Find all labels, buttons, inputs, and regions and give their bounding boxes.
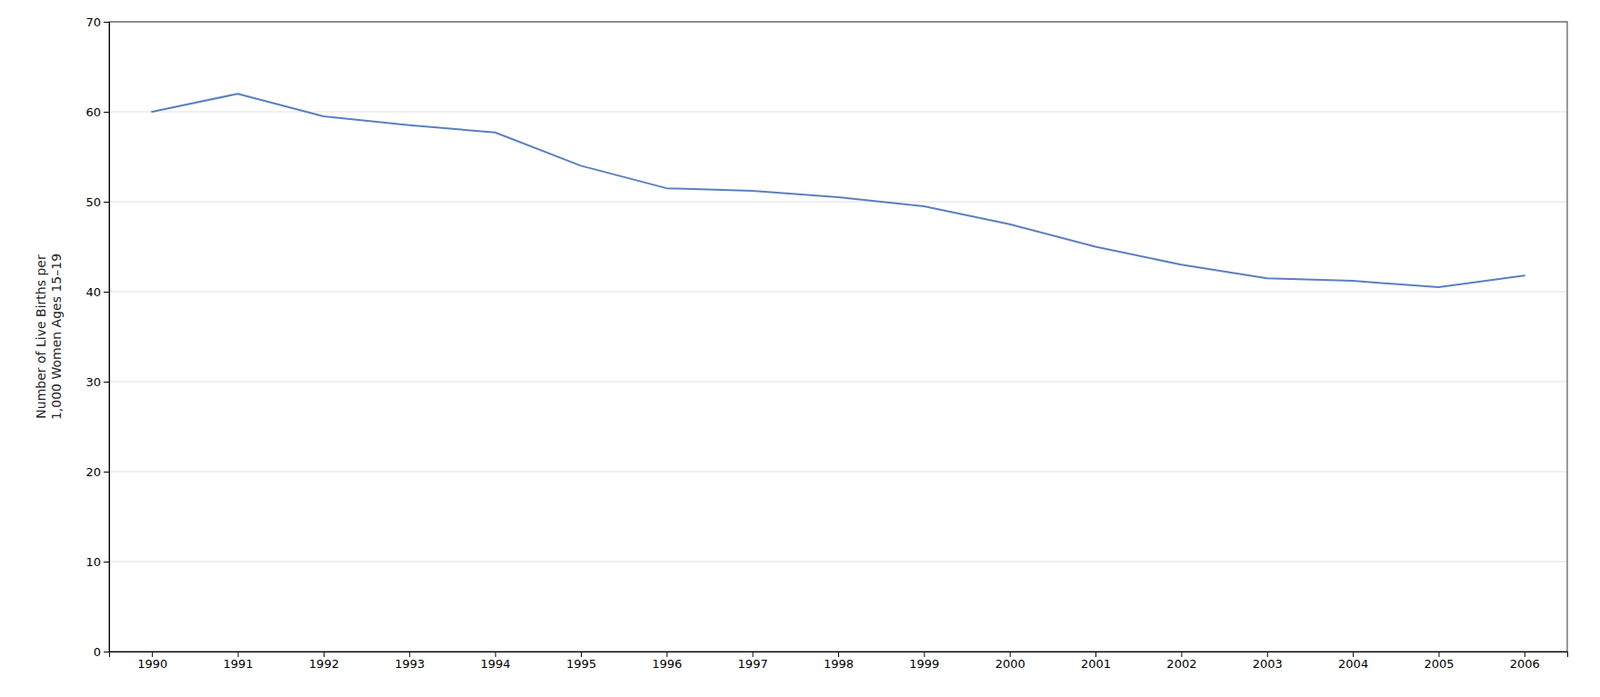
y-axis-title-line: 1,000 Women Ages 15–19 (49, 253, 64, 420)
tick-label: 1994 (480, 657, 511, 671)
plot-area: 1990 1991 1992 1993 1994 1995 1996 1997 1998 1999… (85, 15, 1568, 672)
tick: 1994 (480, 651, 511, 671)
tick-mark (838, 651, 840, 658)
tick-label: 60 (85, 105, 101, 120)
tick-mark (103, 561, 110, 563)
tick-label: 30 (85, 375, 101, 390)
tick: 2003 (1252, 651, 1283, 671)
tick-label: 2003 (1252, 657, 1283, 671)
tick: 0 (93, 645, 110, 660)
tick-label: 2001 (1080, 657, 1111, 671)
tick: 60 (85, 105, 110, 120)
tick: 1997 (738, 651, 769, 671)
tick-mark (238, 651, 240, 658)
grid-line (109, 291, 1568, 293)
grid-line (109, 561, 1568, 563)
tick-mark (666, 651, 668, 658)
tick-mark (103, 201, 110, 203)
tick-mark (103, 471, 110, 473)
tick-label: 2006 (1510, 657, 1540, 671)
tick-label: 1996 (651, 657, 682, 671)
tick-label: 1999 (909, 657, 940, 671)
tick-label: 20 (85, 465, 101, 480)
grid-line (109, 111, 1568, 113)
tick: 2002 (1166, 651, 1197, 671)
tick-label: 70 (85, 15, 101, 30)
tick-mark (1267, 651, 1269, 658)
tick-label: 50 (85, 195, 101, 210)
y-axis-title-line: Number of Live Births per (33, 254, 49, 420)
chart: 1990 1991 1992 1993 1994 1995 1996 1997 1998 1999… (0, 0, 1600, 697)
tick-mark (1524, 651, 1526, 658)
tick-label: 2004 (1338, 657, 1369, 671)
grid-line (109, 381, 1568, 383)
tick-mark (1180, 651, 1182, 658)
tick: 30 (85, 375, 110, 390)
tick: 1991 (222, 651, 253, 671)
tick-label: 1993 (394, 657, 425, 671)
tick-label: 40 (85, 285, 101, 300)
tick-mark (103, 381, 110, 383)
tick-mark (580, 651, 582, 658)
tick: 2006 (1510, 651, 1540, 671)
tick: 2004 (1338, 651, 1369, 671)
plot-frame (109, 21, 1568, 652)
tick-label: 1990 (137, 657, 168, 671)
tick: 1999 (909, 651, 940, 671)
grid-line (109, 471, 1568, 473)
y-axis: 0 10 20 30 40 50 60 70 (85, 15, 110, 660)
tick: 1993 (394, 651, 425, 671)
tick-mark (151, 651, 153, 658)
tick-label: 2000 (995, 657, 1026, 671)
tick-label: 1992 (309, 657, 340, 671)
tick: 2005 (1423, 651, 1454, 671)
y-axis-title: Number of Live Births per1,000 Women Age… (33, 253, 64, 420)
marks (151, 93, 1525, 288)
data-line (151, 93, 1525, 288)
tick-label: 1995 (566, 657, 597, 671)
tick: 20 (85, 465, 110, 480)
tick-label: 1991 (222, 657, 253, 671)
tick: 1995 (566, 651, 597, 671)
x-axis: 1990 1991 1992 1993 1994 1995 1996 1997 1998 1999… (110, 651, 1569, 671)
tick-mark (103, 111, 110, 113)
tick-label: 0 (93, 645, 101, 660)
tick-mark (923, 651, 925, 658)
tick-mark (495, 651, 497, 658)
tick: 1996 (651, 651, 682, 671)
tick-mark (323, 651, 325, 658)
tick-mark (1010, 651, 1011, 658)
tick-mark (103, 21, 110, 23)
tick: 10 (85, 555, 110, 570)
grid-line (109, 201, 1568, 203)
axis-line (110, 652, 1569, 659)
tick-label: 2002 (1166, 657, 1197, 671)
tick-label: 10 (85, 555, 101, 570)
tick-label: 1998 (823, 657, 854, 671)
tick-mark (1095, 651, 1097, 658)
tick: 1990 (137, 651, 168, 671)
tick-mark (752, 651, 754, 658)
tick-mark (1352, 651, 1354, 658)
tick-mark (409, 651, 410, 658)
tick-mark (103, 651, 110, 653)
tick: 2001 (1080, 651, 1111, 671)
tick-mark (103, 291, 110, 293)
tick: 70 (85, 15, 110, 30)
tick: 2000 (995, 651, 1026, 671)
tick: 1992 (309, 651, 340, 671)
tick: 40 (85, 285, 110, 300)
tick-label: 1997 (738, 657, 769, 671)
tick: 1998 (823, 651, 854, 671)
tick-mark (1438, 651, 1440, 658)
grid (109, 21, 1568, 652)
tick: 50 (85, 195, 110, 210)
tick-label: 2005 (1423, 657, 1454, 671)
axis-line (103, 22, 110, 653)
